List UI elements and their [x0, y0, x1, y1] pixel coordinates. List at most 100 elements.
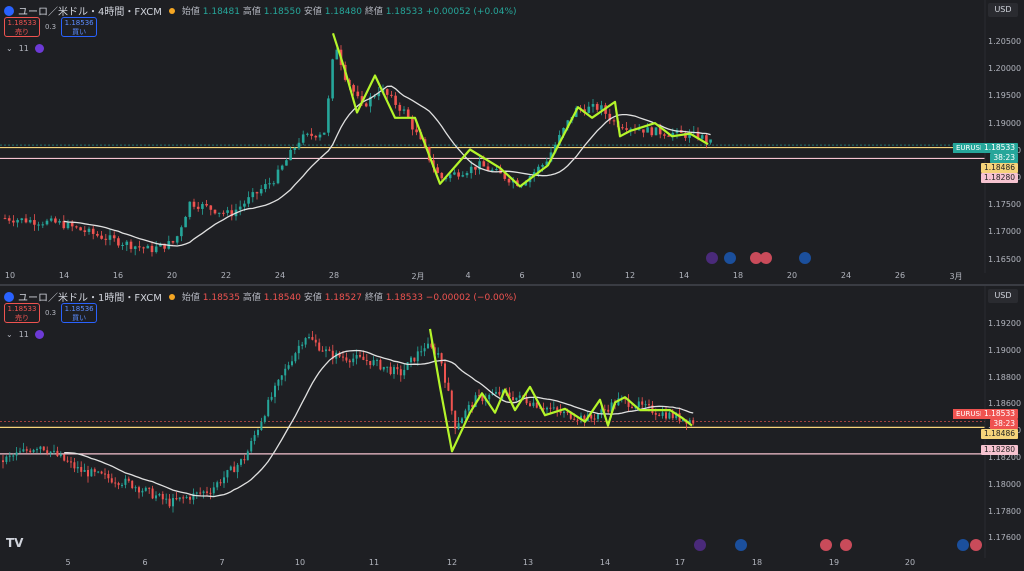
- candle-body: [576, 419, 579, 421]
- candle-body: [39, 446, 42, 450]
- candle-body: [287, 365, 290, 369]
- event-us-flag-icon[interactable]: [760, 252, 772, 264]
- candle-body: [625, 128, 628, 130]
- candle-body: [301, 344, 304, 346]
- drawing-annotation[interactable]: [331, 32, 709, 188]
- candle-body: [41, 224, 45, 226]
- candle-body: [19, 451, 21, 453]
- candle-body: [365, 359, 368, 361]
- candle-body: [49, 218, 53, 221]
- price-tick-label: 1.19000: [988, 118, 1022, 128]
- candle-body: [396, 367, 399, 370]
- sell-button[interactable]: 1.18533 売り: [4, 17, 40, 37]
- buy-button[interactable]: 1.18536 買い: [61, 17, 98, 37]
- chart-pane-1h[interactable]: ユーロ／米ドル・1時間・FXCM 始値 1.18535 高値 1.18540 安…: [0, 286, 1024, 571]
- tradingview-logo[interactable]: TV: [6, 536, 24, 550]
- event-us-flag-icon[interactable]: [750, 252, 762, 264]
- time-tick-label: 12: [624, 271, 636, 280]
- price-tick-label: 1.16500: [988, 254, 1022, 264]
- candle-body: [682, 419, 684, 421]
- candle-body: [16, 220, 19, 223]
- chevron-down-icon[interactable]: ⌄: [6, 44, 13, 53]
- candle-body: [5, 456, 8, 463]
- indicator-icon[interactable]: [34, 330, 44, 339]
- candle-body: [127, 478, 130, 481]
- symbol-title[interactable]: ユーロ／米ドル・1時間・FXCM: [18, 293, 162, 304]
- candle-body: [104, 473, 106, 475]
- candle-body: [294, 353, 297, 362]
- chart-pane-4h[interactable]: ユーロ／米ドル・4時間・FXCM 始値 1.18481 高値 1.18550 安…: [0, 0, 1024, 284]
- buy-button[interactable]: 1.18536 買い: [61, 303, 98, 323]
- candle-body: [45, 220, 49, 225]
- candle-body: [70, 461, 72, 463]
- candle-body: [593, 418, 596, 420]
- candle-body: [440, 353, 443, 364]
- time-tick-label: 6: [142, 558, 148, 567]
- candle-body: [688, 132, 691, 138]
- price-tick-label: 1.18600: [988, 399, 1022, 409]
- level-tag-yellow: 1.18486: [980, 429, 1018, 439]
- moving-average-line[interactable]: [63, 85, 711, 247]
- candle-body: [478, 161, 481, 170]
- candle-body: [508, 392, 511, 398]
- sell-button[interactable]: 1.18533 売り: [4, 303, 40, 323]
- event-us-flag-icon[interactable]: [840, 539, 852, 551]
- chevron-down-icon[interactable]: ⌄: [6, 330, 13, 339]
- candle-body: [76, 466, 79, 469]
- trade-buttons: 1.18533 売り 0.3 1.18536 買い: [4, 303, 98, 323]
- event-lightning-icon[interactable]: [694, 539, 706, 551]
- pane-divider[interactable]: [0, 284, 1024, 286]
- event-us-flag-icon[interactable]: [820, 539, 832, 551]
- candle-body: [595, 104, 599, 110]
- moving-average-line[interactable]: [64, 349, 694, 498]
- candle-body: [22, 449, 25, 452]
- candle-body: [73, 462, 76, 469]
- currency-selector[interactable]: USD: [988, 3, 1018, 17]
- indicator-count: 11: [18, 44, 29, 53]
- candle-body: [637, 129, 641, 131]
- indicators-toggle[interactable]: ⌄ 11: [6, 44, 44, 53]
- drawing-annotation[interactable]: [428, 328, 693, 453]
- candle-body: [274, 385, 276, 397]
- event-eu-flag-icon[interactable]: [735, 539, 747, 551]
- candle-body: [629, 128, 633, 130]
- chart-canvas-1h[interactable]: [0, 286, 1024, 571]
- candle-body: [196, 206, 200, 209]
- chart-canvas-4h[interactable]: [0, 0, 1024, 284]
- candle-body: [491, 393, 494, 395]
- time-tick-label: 20: [166, 271, 178, 280]
- candle-body: [377, 92, 381, 97]
- candle-body: [692, 420, 695, 424]
- candle-body: [566, 411, 569, 413]
- event-eu-flag-icon[interactable]: [799, 252, 811, 264]
- candle-body: [352, 85, 355, 92]
- candle-body: [696, 131, 700, 139]
- price-tick-label: 1.19000: [988, 345, 1022, 355]
- currency-selector[interactable]: USD: [988, 289, 1018, 303]
- candle-body: [398, 104, 402, 111]
- time-tick-label: 2月: [411, 272, 425, 281]
- candle-body: [359, 355, 361, 357]
- candle-body: [165, 498, 168, 500]
- candle-body: [121, 244, 124, 246]
- candle-body: [90, 469, 93, 477]
- candle-body: [325, 349, 327, 352]
- indicator-icon[interactable]: [34, 44, 44, 53]
- candle-body: [348, 360, 351, 363]
- indicators-toggle[interactable]: ⌄ 11: [6, 330, 44, 339]
- candle-body: [420, 351, 423, 353]
- event-eu-flag-icon[interactable]: [957, 539, 969, 551]
- event-eu-flag-icon[interactable]: [724, 252, 736, 264]
- event-lightning-icon[interactable]: [706, 252, 718, 264]
- candle-body: [390, 94, 393, 96]
- candle-body: [482, 161, 486, 167]
- time-tick-label: 17: [674, 558, 686, 567]
- time-tick-label: 19: [828, 558, 840, 567]
- event-us-flag-icon[interactable]: [970, 539, 982, 551]
- candle-body: [382, 366, 385, 370]
- candle-body: [3, 218, 7, 220]
- candle-body: [562, 127, 565, 135]
- symbol-title[interactable]: ユーロ／米ドル・4時間・FXCM: [18, 7, 162, 18]
- candle-body: [474, 166, 477, 170]
- candle-body: [155, 495, 157, 499]
